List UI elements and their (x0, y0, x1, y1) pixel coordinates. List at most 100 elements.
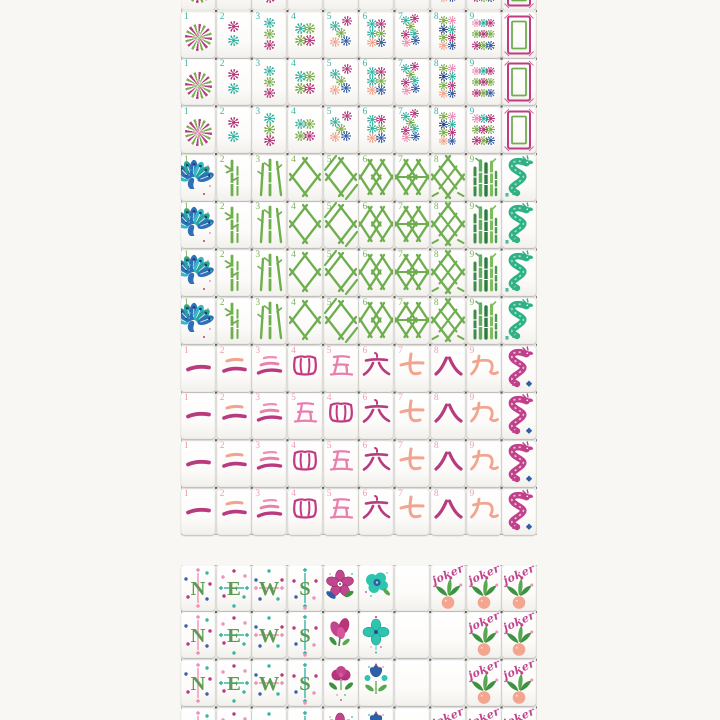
tile-soap (502, 11, 537, 58)
tile-blank (395, 564, 430, 611)
tile-bam1: 1 (181, 202, 215, 249)
tile-numeral: 9 (469, 440, 475, 451)
dot-pip (479, 77, 488, 87)
wind-letter: N (191, 673, 206, 695)
dot-pip (400, 77, 410, 87)
wind-decoration-icon: E (220, 711, 247, 720)
character-numeral-icon (434, 403, 463, 423)
dot-pip (228, 130, 240, 142)
bamboos-row: 1 2 3 4 5 6 7 8 9 (181, 250, 537, 297)
character-numeral-icon (363, 494, 391, 519)
tile-numeral: 8 (433, 202, 439, 213)
character-numeral-icon (329, 354, 353, 376)
dot-pip (411, 83, 421, 93)
character-numeral-icon (399, 447, 425, 471)
tile-crak5: 5 (288, 393, 323, 440)
character-numeral-icon (221, 405, 247, 420)
tile-dot4: 4 (288, 11, 323, 58)
tile-blank (395, 707, 430, 720)
tile-soap (502, 0, 537, 10)
dot-pip (304, 71, 315, 82)
dot-pip (367, 133, 377, 143)
dot-pip (329, 84, 340, 95)
tile-numeral: 4 (291, 202, 296, 213)
bamboo-icon (224, 207, 239, 244)
wind-decoration-icon: W (254, 568, 285, 601)
wind-letter: E (227, 578, 241, 600)
tile-windE: E (216, 564, 251, 611)
bamboos-row: 1 2 3 4 5 6 7 8 9 (181, 297, 537, 344)
tile-fM2 (323, 612, 358, 659)
bamboo-icon (224, 159, 239, 197)
tile-numeral: 4 (291, 297, 296, 308)
tile-numeral: 4 (291, 488, 296, 499)
tile-crak2: 2 (216, 440, 251, 487)
red-dragon-icon (508, 393, 534, 435)
tile-fM1 (323, 707, 358, 720)
dot-pip (410, 61, 420, 71)
dot-pip (439, 64, 449, 73)
dot-pip (439, 111, 449, 121)
tile-numeral: 6 (362, 154, 368, 165)
dot-pip (447, 0, 457, 3)
bamboo-icon (257, 206, 283, 244)
peacock-icon (181, 159, 214, 195)
tile-numeral: 9 (469, 11, 475, 22)
dot-pip (295, 83, 306, 94)
characters-row: 1 2 3 5 4 6 7 8 9 (181, 393, 537, 440)
tile-numeral: 7 (398, 59, 403, 70)
soap-rectangle-icon (504, 0, 535, 9)
characters-row: 1 2 3 4 5 6 7 8 9 (181, 440, 537, 487)
character-numeral-icon (293, 354, 317, 376)
bamboo-icon (359, 253, 394, 291)
bamboo-icon (224, 254, 239, 292)
wind-decoration-icon: N (185, 710, 209, 720)
dot-pip (447, 136, 457, 146)
tile-crak3: 3 (252, 393, 287, 440)
tile-numeral: 9 (469, 202, 475, 213)
dot-pip (329, 132, 340, 143)
dot-pip (472, 40, 481, 50)
tile-numeral: 7 (398, 297, 403, 308)
tile-crak7: 7 (395, 440, 430, 487)
tile-numeral: 3 (255, 107, 261, 118)
tile-numeral: 8 (433, 345, 439, 356)
dot-pip (376, 37, 386, 48)
dot-pip (264, 87, 275, 99)
dot-pip (367, 85, 377, 95)
dot-pip (479, 40, 488, 50)
bamboo-icon (395, 158, 430, 195)
tile-dgreen (502, 202, 537, 249)
tile-numeral: 4 (326, 393, 332, 404)
tile-windW: W (252, 659, 287, 706)
tile-crak5: 5 (323, 488, 358, 535)
tile-numeral: 9 (469, 59, 475, 70)
dot-pip (295, 118, 306, 130)
dot-pip (295, 130, 306, 142)
tile-dot3: 3 (252, 107, 287, 154)
tile-numeral: 1 (184, 250, 189, 261)
dot-pip (439, 88, 449, 98)
tile-crak8: 8 (430, 488, 465, 535)
tile-numeral: 2 (219, 154, 225, 165)
tile-dot6: 6 (359, 59, 394, 106)
dot-pip (184, 23, 212, 51)
character-numeral-icon (186, 459, 211, 467)
dot-pip (341, 131, 352, 142)
tile-dot1: 1 (181, 0, 215, 10)
wind-decoration-icon: W (267, 711, 272, 716)
tile-dot5: 5 (323, 59, 358, 106)
tile-crak9: 9 (466, 440, 501, 487)
tile-numeral: 3 (255, 202, 261, 213)
character-numeral-icon (363, 399, 391, 423)
dot-pip (410, 109, 420, 119)
bamboo-icon (430, 250, 465, 295)
tile-joker: joker (502, 707, 537, 720)
tile-numeral: 4 (291, 59, 296, 70)
bamboo-icon (323, 202, 358, 248)
tile-windS: S (288, 612, 323, 659)
dot-pip (376, 28, 386, 39)
flower-icon (329, 618, 350, 647)
joker-hat-icon (469, 623, 498, 657)
tile-numeral: 3 (255, 440, 261, 451)
